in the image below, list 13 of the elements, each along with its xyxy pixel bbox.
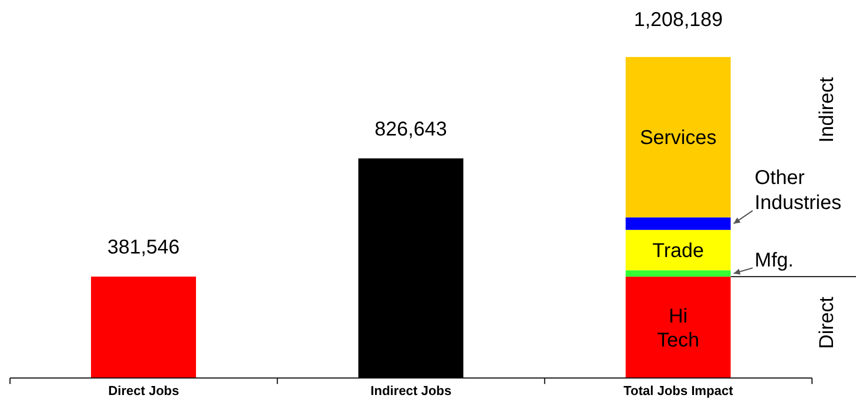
text: Indirect [816, 76, 838, 143]
data-label: 826,643 [374, 118, 447, 140]
text: Direct [816, 296, 838, 349]
x-tick-label: Direct Jobs [108, 383, 180, 398]
series-label: Services [640, 127, 717, 150]
x-tick-label: Total Jobs Impact [624, 383, 734, 398]
series-label: Mfg. [754, 249, 794, 272]
series-label: Hi Tech [657, 305, 700, 352]
series-label: Trade [652, 240, 704, 262]
x-tick-label: Indirect Jobs [370, 383, 452, 398]
series-label: Other Industries [754, 167, 842, 214]
data-label: 381,546 [107, 236, 180, 259]
total-label: 1,208,189 [634, 9, 723, 31]
